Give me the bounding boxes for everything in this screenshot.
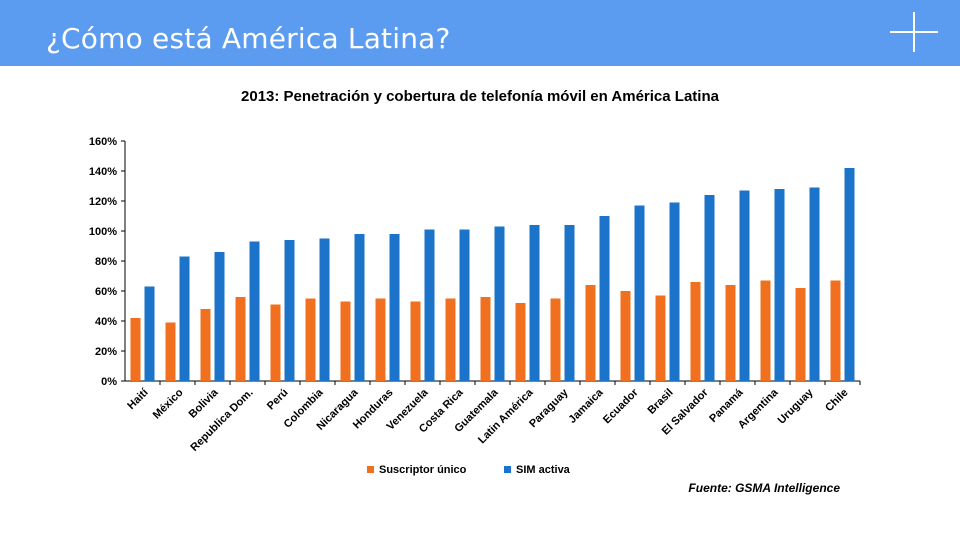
bar-suscriptor-unico [340, 301, 351, 381]
bar-suscriptor-unico [410, 301, 421, 381]
bar-sim-activa [564, 225, 575, 381]
y-tick-label: 40% [95, 316, 117, 328]
category-label: Republica Dom. [188, 387, 255, 454]
bar-sim-activa [249, 241, 260, 381]
category-label: Bolivia [187, 386, 222, 421]
category-label: Perú [265, 387, 291, 413]
y-tick-label: 20% [95, 346, 117, 358]
bar-suscriptor-unico [165, 322, 176, 381]
bar-sim-activa [424, 229, 435, 381]
bar-sim-activa [179, 256, 190, 381]
bar-sim-activa [144, 286, 155, 381]
bar-suscriptor-unico [515, 303, 526, 381]
slide-title: ¿Cómo está América Latina? [46, 22, 451, 55]
bar-sim-activa [739, 190, 750, 381]
bar-suscriptor-unico [760, 280, 771, 381]
bar-sim-activa [389, 234, 400, 381]
bar-sim-activa [704, 195, 715, 381]
bar-sim-activa [354, 234, 365, 381]
bar-suscriptor-unico [235, 297, 246, 381]
category-label: México [151, 386, 186, 421]
y-tick-label: 160% [89, 136, 117, 148]
legend-swatch [367, 466, 374, 473]
bar-suscriptor-unico [130, 318, 141, 381]
category-label: Haití [125, 386, 151, 412]
bar-sim-activa [634, 205, 645, 381]
y-tick-label: 80% [95, 256, 117, 268]
bar-suscriptor-unico [725, 285, 736, 381]
bar-suscriptor-unico [620, 291, 631, 381]
bar-sim-activa [214, 252, 225, 381]
bar-suscriptor-unico [550, 298, 561, 381]
bar-suscriptor-unico [690, 282, 701, 381]
bar-sim-activa [494, 226, 505, 381]
y-tick-label: 60% [95, 286, 117, 298]
bar-suscriptor-unico [445, 298, 456, 381]
y-tick-label: 140% [89, 166, 117, 178]
legend-swatch [504, 466, 511, 473]
bar-sim-activa [844, 168, 855, 381]
chart-title: 2013: Penetración y cobertura de telefon… [241, 88, 719, 105]
bar-suscriptor-unico [795, 288, 806, 381]
category-label: Brasil [646, 387, 676, 417]
bar-sim-activa [599, 216, 610, 381]
y-tick-label: 120% [89, 196, 117, 208]
bar-sim-activa [809, 187, 820, 381]
category-label: Jamaica [566, 386, 606, 426]
category-label: Ecuador [601, 386, 641, 426]
header-bar: ¿Cómo está América Latina? [0, 0, 960, 66]
bar-suscriptor-unico [270, 304, 281, 381]
y-tick-label: 100% [89, 226, 117, 238]
bar-suscriptor-unico [830, 280, 841, 381]
legend-label: Suscriptor único [379, 464, 467, 476]
category-label: Paraguay [527, 386, 571, 430]
bar-suscriptor-unico [305, 298, 316, 381]
source-note: Fuente: GSMA Intelligence [688, 481, 840, 495]
category-label: Chile [823, 387, 851, 415]
bar-sim-activa [774, 189, 785, 381]
bar-sim-activa [459, 229, 470, 381]
plus-icon [890, 12, 938, 52]
bar-suscriptor-unico [200, 309, 211, 381]
bar-sim-activa [319, 238, 330, 381]
bar-suscriptor-unico [480, 297, 491, 381]
legend-label: SIM activa [516, 464, 571, 476]
bar-suscriptor-unico [375, 298, 386, 381]
bar-sim-activa [284, 240, 295, 381]
bar-suscriptor-unico [585, 285, 596, 381]
category-label: Uruguay [776, 386, 817, 427]
bar-suscriptor-unico [655, 295, 666, 381]
y-tick-label: 0% [101, 376, 117, 388]
bar-sim-activa [529, 225, 540, 381]
bar-sim-activa [669, 202, 680, 381]
